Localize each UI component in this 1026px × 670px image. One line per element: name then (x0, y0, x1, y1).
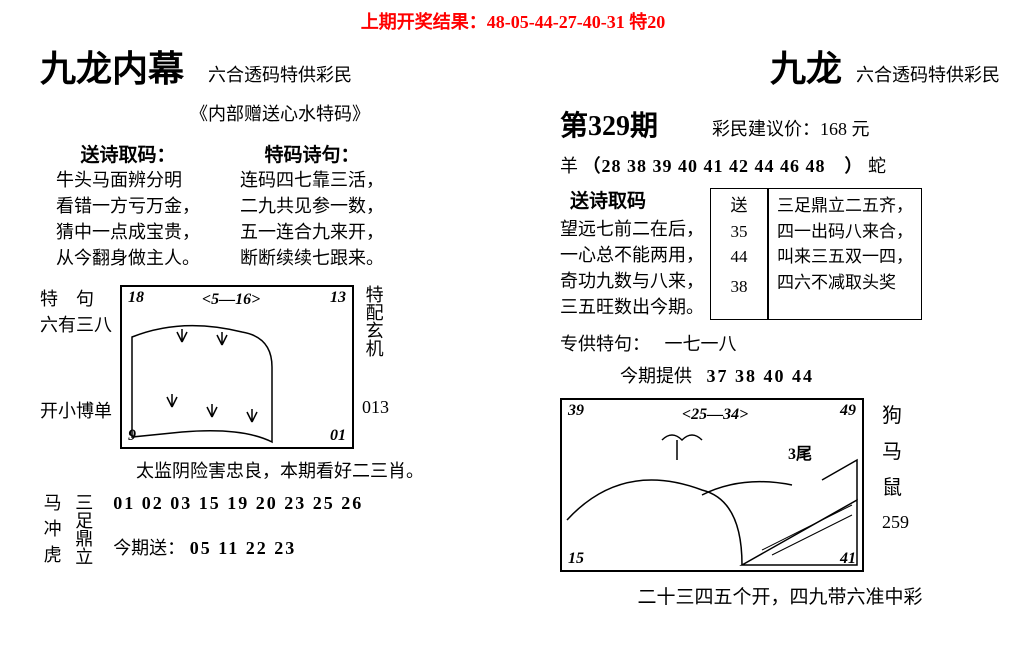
poem2-line2: 二九共见参一数， (240, 193, 384, 219)
fig-br: 01 (330, 427, 346, 445)
rfig-side-num: 259 (882, 506, 909, 538)
fig-zodiac-2: 马 (882, 434, 909, 470)
left-poems: 送诗取码： 牛头马面辨分明 看错一方亏万金， 猜中一点成宝贵， 从今翻身做主人。… (40, 140, 520, 271)
poem1-line4: 从今翻身做主人。 (56, 245, 200, 271)
side-tag1a: 特 句 (40, 285, 120, 311)
table-send-label: 送 (719, 193, 759, 219)
special-val: 一七一八 (665, 334, 737, 354)
side-tag2: 开小博单 (40, 397, 120, 423)
right-column: 九龙 六合透码特供彩民 第329期 彩民建议价：168 元 羊 （28 38 3… (560, 40, 1000, 609)
left-numrow2: 05 11 22 23 (190, 538, 297, 558)
right-figure-row: 39 49 15 41 <25—34> 3尾 狗 马 鼠 259 (560, 398, 1000, 572)
table-right-4: 四六不减取头奖 (777, 270, 913, 296)
issue-number: 第329期 (560, 104, 658, 144)
right-title: 九龙 (770, 40, 842, 92)
zodiac-left: 羊 (560, 156, 578, 176)
fig-zodiac-3: 鼠 (882, 470, 909, 506)
table-right-3: 叫来三五双一四， (777, 244, 913, 270)
right-poem-3: 奇功九数与八来， (560, 268, 710, 294)
side-tag1b: 六有三八 (40, 311, 120, 337)
right-poem-1: 望远七前二在后， (560, 216, 710, 242)
zodiac-right: 蛇 (868, 156, 886, 176)
poem1-line3: 猜中一点成宝贵， (56, 219, 200, 245)
rfig-center: <25—34> (682, 406, 748, 424)
right-poem-2: 一心总不能两用， (560, 242, 710, 268)
right-caption: 二十三四五个开，四九带六准中彩 (560, 582, 1000, 609)
rfig-tail: 3尾 (788, 440, 812, 464)
fig-tr: 13 (330, 289, 346, 307)
fig-bl: 9 (128, 427, 136, 445)
poem1-line2: 看错一方亏万金， (56, 193, 200, 219)
poem1-line1: 牛头马面辨分明 (56, 167, 200, 193)
table-send-1: 35 (719, 219, 759, 245)
poem2-title: 特码诗句： (240, 140, 384, 167)
right-drawing: 39 49 15 41 <25—34> 3尾 (560, 398, 864, 572)
zodiac-nums: （28 38 39 40 41 42 44 46 48 ） (583, 156, 864, 176)
poem2-line3: 五一连合九来开， (240, 219, 384, 245)
price-text: 彩民建议价：168 元 (712, 115, 870, 141)
rfig-bl: 15 (568, 550, 584, 568)
left-caption: 太监阴险害忠良，本期看好二三肖。 (40, 457, 520, 483)
left-drawing: 18 13 9 01 <5—16> (120, 285, 354, 449)
fig-side-num: 013 (362, 397, 389, 418)
poem1-title: 送诗取码： (56, 140, 200, 167)
table-send-2: 44 (719, 244, 759, 270)
table-right-1: 三足鼎立二五齐， (777, 193, 913, 219)
vtext-left: 马冲虎 (40, 493, 62, 571)
fig-side-label: 特配玄机 (362, 285, 384, 357)
left-column: 九龙内幕 六合透码特供彩民 《内部赠送心水特码》 送诗取码： 牛头马面辨分明 看… (40, 40, 520, 571)
drawing-svg (122, 287, 352, 447)
right-poem-4: 三五旺数出今期。 (560, 294, 710, 320)
left-numrow1: 01 02 03 15 19 20 23 25 26 (113, 493, 363, 514)
poem2-line1: 连码四七靠三活， (240, 167, 384, 193)
fig-tl: 18 (128, 289, 144, 307)
left-subtitle: 六合透码特供彩民 (208, 61, 352, 87)
poem2-line4: 断断续续七跟来。 (240, 245, 384, 271)
fig-zodiac-1: 狗 (882, 398, 909, 434)
special-label: 专供特句： (560, 334, 650, 354)
provide-label: 今期提供 (620, 366, 692, 386)
fig-center: <5—16> (202, 291, 260, 309)
table-right-2: 四一出码八来合， (777, 219, 913, 245)
rfig-tl: 39 (568, 402, 584, 420)
right-poem-title: 送诗取码 (570, 188, 710, 216)
right-subtitle: 六合透码特供彩民 (856, 61, 1000, 87)
left-numrow2-label: 今期送： (113, 538, 185, 558)
rfig-br: 41 (840, 550, 856, 568)
left-figure-row: 特 句 六有三八 开小博单 18 13 9 01 <5—16> 特配玄机 013 (40, 285, 520, 449)
provide-nums: 37 38 40 44 (707, 366, 815, 386)
left-subtitle2: 《内部赠送心水特码》 (40, 100, 520, 126)
header-result: 上期开奖结果：48-05-44-27-40-31 特20 (0, 8, 1026, 34)
table-send-3: 38 (719, 274, 759, 300)
vtext-mid: 三足鼎立 (72, 493, 94, 565)
rfig-tr: 49 (840, 402, 856, 420)
right-table: 送诗取码 望远七前二在后， 一心总不能两用， 奇功九数与八来， 三五旺数出今期。… (560, 188, 1000, 320)
right-drawing-svg (562, 400, 862, 570)
left-title: 九龙内幕 (40, 40, 184, 92)
